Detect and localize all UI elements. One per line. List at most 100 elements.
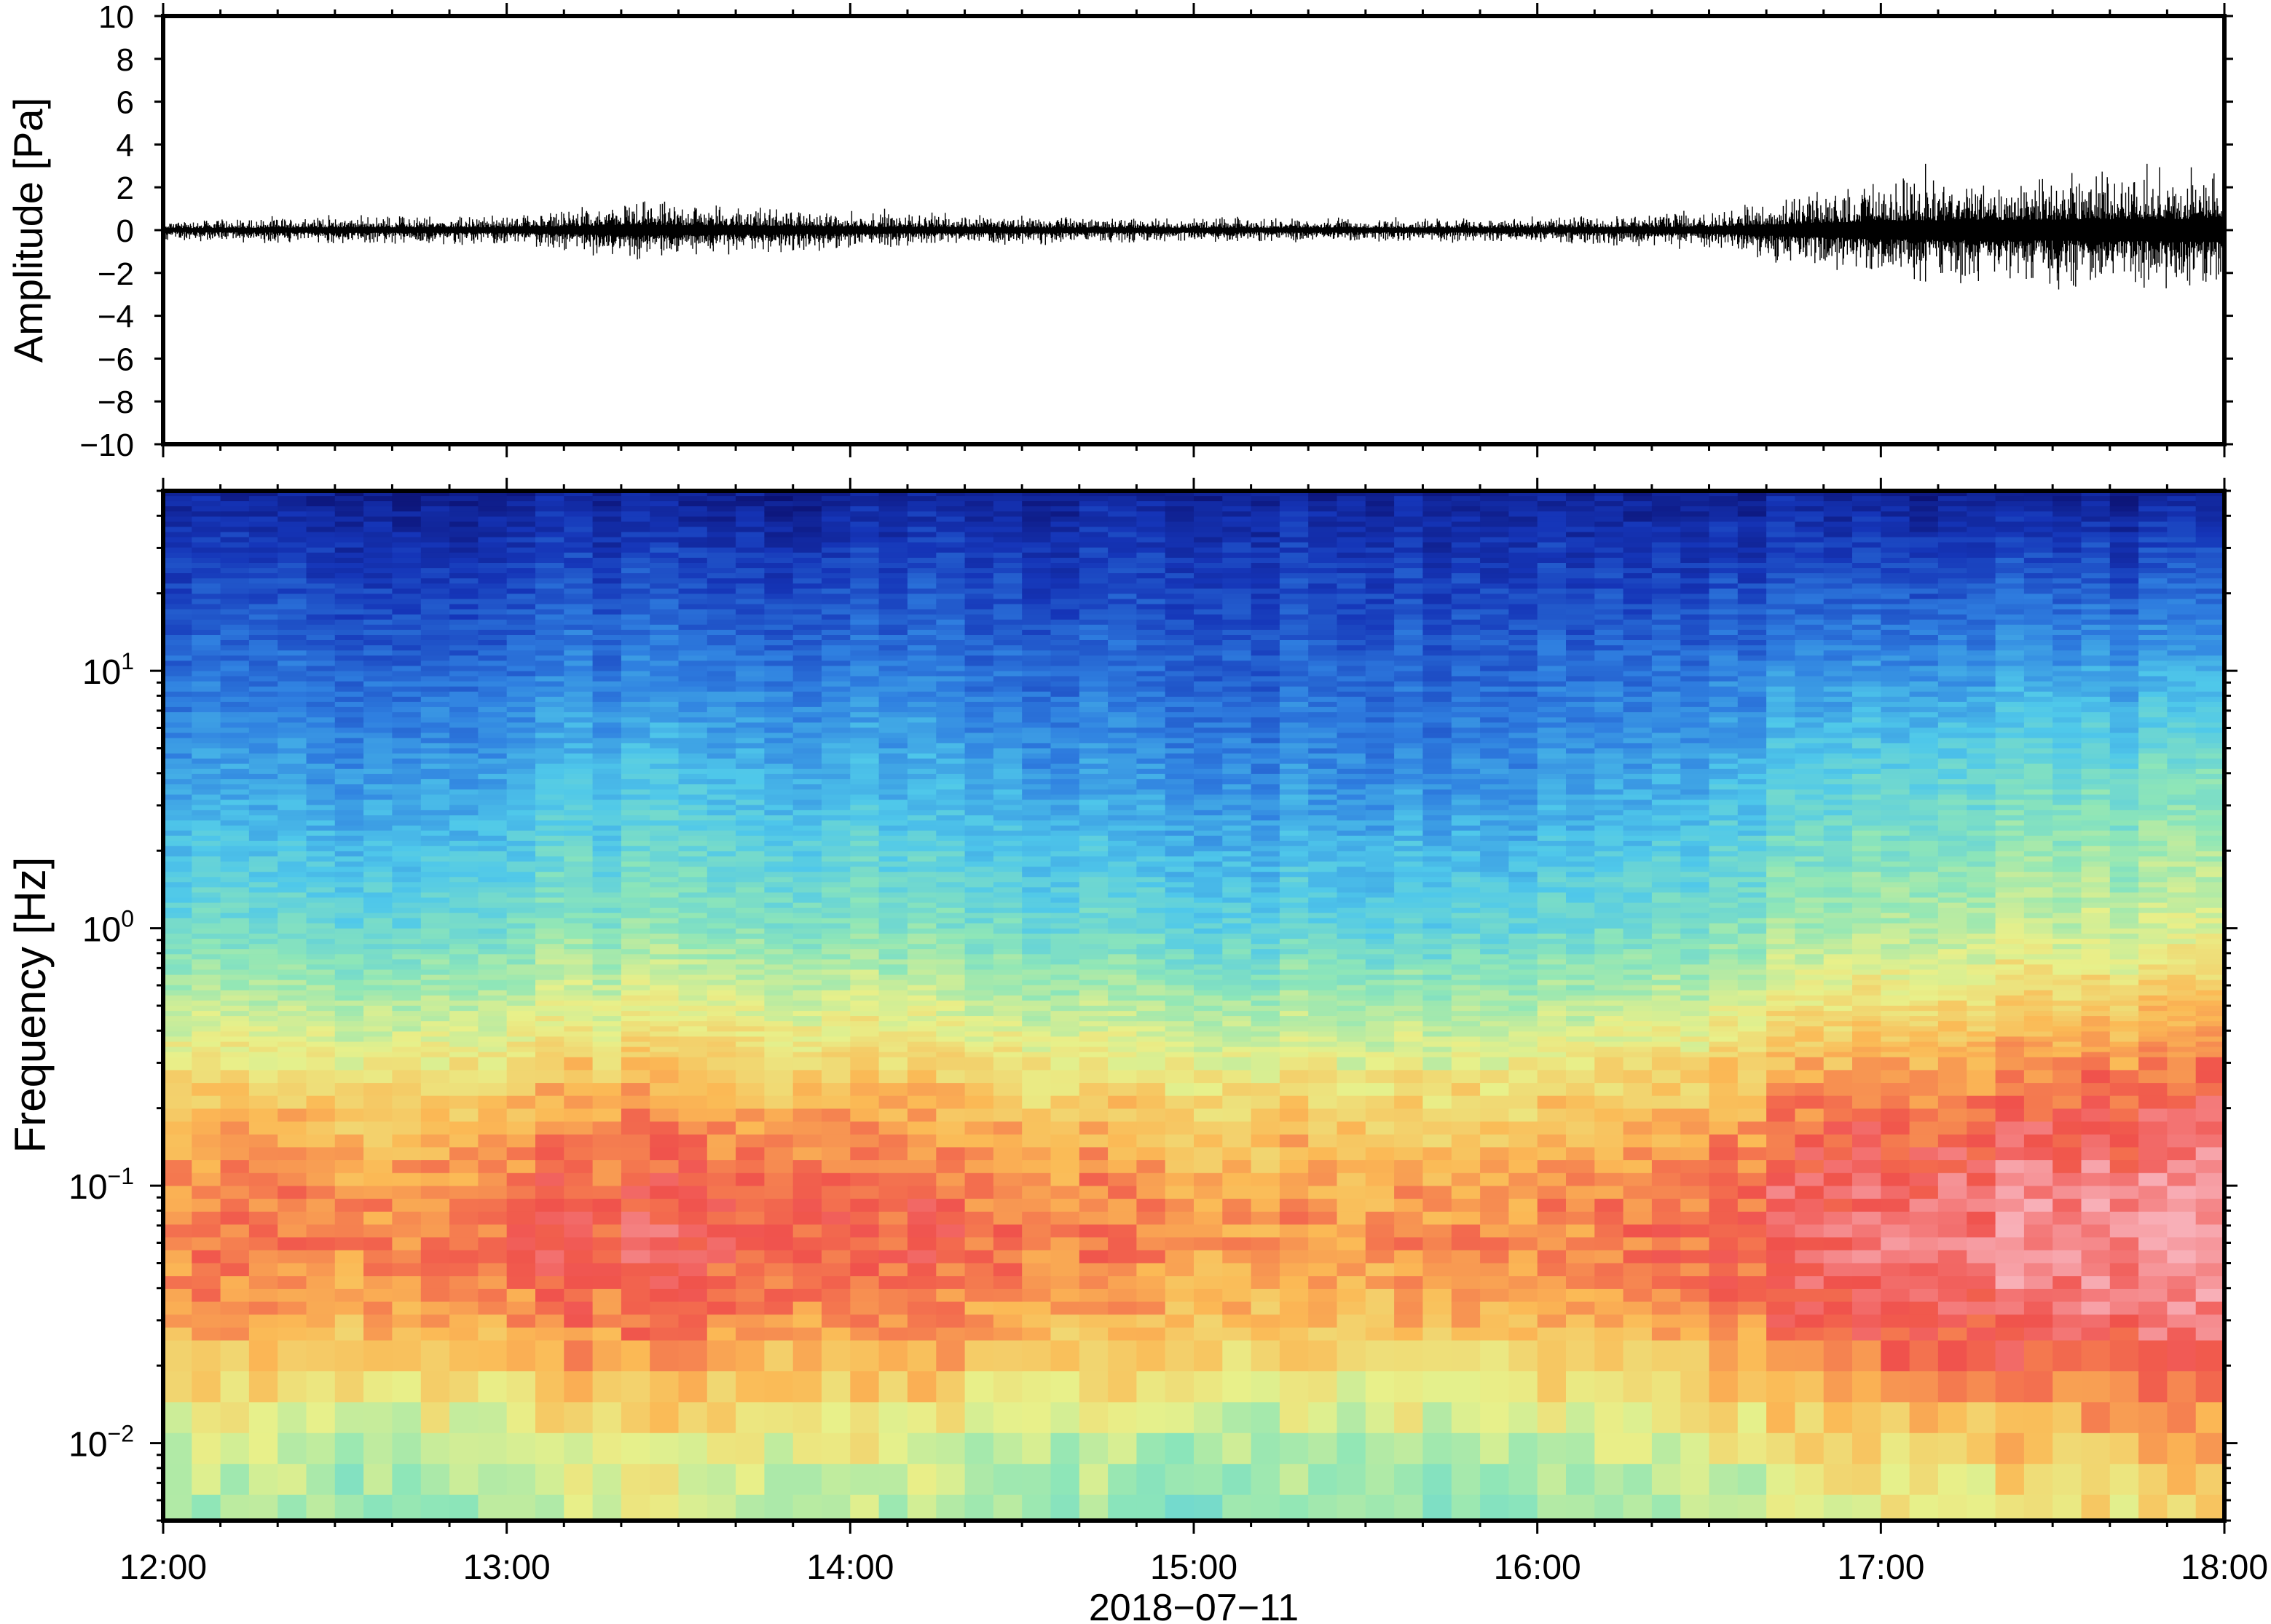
spectrogram-cell <box>1108 912 1138 919</box>
spectrogram-cell <box>736 1036 765 1043</box>
spectrogram-cell <box>850 1402 880 1434</box>
spectrogram-cell <box>621 830 650 837</box>
spectrogram-cell <box>535 954 565 961</box>
spectrogram-cell <box>420 934 450 939</box>
spectrogram-cell <box>964 712 994 718</box>
spectrogram-cell <box>1136 949 1166 955</box>
spectrogram-cell <box>506 521 536 528</box>
spectrogram-cell <box>564 609 594 615</box>
spectrogram-cell <box>736 1211 765 1226</box>
spectrogram-cell <box>478 1026 508 1033</box>
spectrogram-cell <box>248 609 278 615</box>
spectrogram-cell <box>621 784 650 790</box>
spectrogram-cell <box>392 532 422 538</box>
spectrogram-cell <box>1022 599 1052 605</box>
spectrogram-cell <box>449 655 479 662</box>
spectrogram-cell <box>392 594 422 600</box>
spectrogram-cell <box>1050 1147 1080 1161</box>
spectrogram-cell <box>506 856 536 862</box>
spectrogram-cell <box>1136 1199 1166 1213</box>
spectrogram-cell <box>420 918 450 924</box>
spectrogram-cell <box>363 521 393 528</box>
spectrogram-cell <box>192 552 221 559</box>
spectrogram-cell <box>535 604 565 610</box>
spectrogram-cell <box>764 990 794 996</box>
spectrogram-cell <box>621 691 650 698</box>
spectrogram-cell <box>248 964 278 971</box>
spectrogram-cell <box>478 1172 508 1187</box>
spectrogram-cell <box>535 800 565 806</box>
spectrogram-cell <box>392 887 422 894</box>
spectrogram-cell <box>1108 701 1138 708</box>
spectrogram-cell <box>1022 521 1052 528</box>
spectrogram-cell <box>449 614 479 620</box>
spectrogram-cell <box>163 1160 193 1174</box>
spectrogram-cell <box>392 918 422 924</box>
spectrogram-cell <box>850 1041 880 1048</box>
spectrogram-cell <box>392 784 422 790</box>
spectrogram-cell <box>792 701 822 708</box>
spectrogram-cell <box>278 1172 307 1187</box>
spectrogram-cell <box>220 640 250 646</box>
spectrogram-cell <box>506 1021 536 1028</box>
spectrogram-cell <box>792 1070 822 1084</box>
spectrogram-cell <box>564 650 594 657</box>
spectrogram-cell <box>1050 568 1080 574</box>
spectrogram-cell <box>306 681 336 687</box>
spectrogram-cell <box>621 624 650 631</box>
spectrogram-cell <box>420 516 450 523</box>
spectrogram-cell <box>792 825 822 832</box>
spectrogram-cell <box>878 944 908 950</box>
spectrogram-cell <box>850 1021 880 1028</box>
spectrogram-cell <box>306 800 336 806</box>
spectrogram-cell <box>1079 934 1109 939</box>
spectrogram-cell <box>420 867 450 872</box>
spectrogram-cell <box>278 645 307 651</box>
spectrogram-cell <box>707 1052 736 1058</box>
spectrogram-cell <box>650 706 680 713</box>
spectrogram-cell <box>1136 990 1166 996</box>
spectrogram-cell <box>1022 1052 1052 1058</box>
spectrogram-cell <box>278 501 307 507</box>
spectrogram-cell <box>1022 640 1052 646</box>
spectrogram-cell <box>964 527 994 533</box>
spectrogram-cell <box>964 944 994 950</box>
spectrogram-cell <box>936 604 966 610</box>
spectrogram-cell <box>1136 532 1166 538</box>
spectrogram-cell <box>936 1288 966 1303</box>
spectrogram-cell <box>993 604 1023 610</box>
spectrogram-cell <box>535 897 565 904</box>
spectrogram-cell <box>1079 681 1109 687</box>
spectrogram-cell <box>220 907 250 914</box>
spectrogram-cell <box>1108 588 1138 595</box>
spectrogram-cell <box>306 949 336 955</box>
spectrogram-cell <box>449 934 479 939</box>
spectrogram-cell <box>449 969 479 976</box>
spectrogram-cell <box>707 1172 736 1187</box>
spectrogram-cell <box>736 547 765 553</box>
spectrogram-cell <box>363 979 393 986</box>
spectrogram-cell <box>592 773 622 780</box>
spectrogram-cell <box>1050 1108 1080 1122</box>
spectrogram-cell <box>163 1301 193 1315</box>
spectrogram-cell <box>650 758 680 765</box>
spectrogram-cell <box>707 706 736 713</box>
spectrogram-cell <box>907 954 937 961</box>
spectrogram-cell <box>1136 491 1166 497</box>
spectrogram-cell <box>564 594 594 600</box>
spectrogram-cell <box>564 1464 594 1496</box>
spectrogram-cell <box>278 835 307 842</box>
spectrogram-cell <box>363 789 393 795</box>
spectrogram-cell <box>449 604 479 610</box>
spectrogram-cell <box>878 892 908 899</box>
spectrogram-cell <box>621 1314 650 1328</box>
spectrogram-cell <box>363 872 393 878</box>
spectrogram-cell <box>764 795 794 800</box>
spectrogram-cell <box>449 1237 479 1251</box>
spectrogram-cell <box>1050 789 1080 795</box>
spectrogram-cell <box>592 645 622 651</box>
spectrogram-cell <box>707 701 736 708</box>
spectrogram-cell <box>792 583 822 590</box>
spectrogram-cell <box>449 650 479 657</box>
spectrogram-cell <box>478 604 508 610</box>
